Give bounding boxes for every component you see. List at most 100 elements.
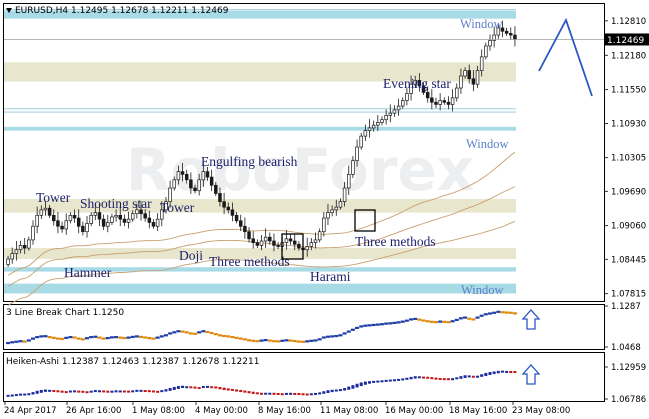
heiken-ashi-bar	[43, 389, 47, 392]
x-axis: 24 Apr 2017 26 Apr 16:00 1 May 08:00 4 May …	[4, 401, 570, 416]
candle	[172, 176, 177, 191]
support-zone	[4, 248, 516, 260]
candle	[176, 165, 181, 185]
heiken-ashi-bar	[322, 391, 326, 394]
line-break-brick	[350, 328, 355, 331]
heiken-ashi-bar	[19, 393, 23, 396]
line-break-brick	[26, 339, 31, 342]
line-break-brick	[429, 320, 434, 323]
candle	[430, 89, 434, 110]
heiken-ashi-bar	[106, 390, 110, 393]
line-break-brick	[147, 336, 152, 340]
candle	[6, 255, 10, 268]
line-break-brick	[425, 320, 430, 323]
x-tick-label: 24 Apr 2017	[4, 406, 57, 416]
heiken-ashi-bar	[434, 377, 438, 380]
line-break-brick	[151, 337, 156, 340]
heiken-ashi-bar	[368, 381, 372, 384]
heiken-ashi-bar	[280, 393, 284, 396]
line-break-brick	[433, 321, 438, 324]
line-break-brick	[288, 339, 293, 342]
candle	[151, 219, 156, 229]
heiken-ashi-bar	[226, 388, 230, 391]
candle	[118, 206, 122, 227]
candle	[384, 109, 388, 125]
candle	[39, 205, 44, 220]
candle	[438, 93, 442, 111]
current-price-label-bg	[605, 33, 649, 46]
heiken-ashi-bar	[151, 390, 155, 393]
line-break-brick	[14, 340, 19, 343]
y-tick-label: 1.10305	[611, 154, 646, 164]
candle	[380, 116, 384, 126]
line-break-brick	[209, 331, 214, 335]
line-break-brick	[475, 316, 480, 319]
line-break-brick	[375, 323, 380, 326]
line-break-brick	[463, 316, 468, 319]
line-break-brick	[487, 312, 492, 315]
candle	[234, 212, 239, 224]
heiken-ashi-bar	[168, 388, 172, 391]
candle	[371, 120, 376, 132]
candle	[351, 156, 355, 179]
candle	[425, 86, 430, 103]
line-break-brick	[363, 324, 368, 327]
candle	[93, 206, 98, 221]
line-break-brick	[60, 337, 65, 341]
support-zone	[4, 198, 516, 213]
line-break-brick	[247, 339, 252, 342]
line-break-brick	[126, 336, 131, 339]
window-label: Window	[461, 283, 504, 297]
heiken-ashi-bar	[343, 388, 347, 391]
heiken-ashi-bar	[27, 393, 31, 396]
heiken-ashi-bar	[68, 390, 72, 393]
line-break-brick	[180, 330, 185, 333]
line-break-brick	[201, 330, 206, 333]
candle	[226, 202, 231, 214]
heiken-ashi-bar	[118, 390, 122, 393]
candle	[155, 213, 160, 232]
heiken-ashi-bar	[56, 390, 60, 393]
three-methods-box	[354, 209, 376, 232]
candle	[56, 212, 60, 234]
line-break-brick	[442, 320, 447, 323]
heiken-ashi-bar	[492, 371, 496, 375]
line-break-brick	[72, 336, 77, 339]
line-break-brick	[43, 335, 48, 338]
line-break-brick	[251, 339, 256, 342]
candle	[10, 247, 14, 264]
x-tick-label: 16 May 00:00	[385, 406, 443, 416]
heiken-ashi-bar	[484, 372, 488, 377]
line-break-brick	[392, 321, 397, 324]
candle	[392, 105, 397, 117]
candle	[376, 115, 380, 132]
line-break-brick	[338, 334, 343, 337]
heiken-ashi-bar	[14, 394, 18, 397]
heiken-ashi-bar	[496, 370, 500, 374]
heiken-ashi-bar	[260, 392, 263, 395]
candle	[479, 49, 484, 77]
heiken-ashi-bar	[471, 375, 475, 378]
candle	[484, 42, 488, 60]
heiken-ashi-bar	[384, 379, 388, 382]
heiken-ashi-bar	[10, 394, 14, 397]
line-break-brick	[467, 317, 472, 320]
heiken-ashi-title: Heiken-Ashi 1.12387 1.12463 1.12387 1.12…	[6, 357, 259, 367]
line-break-brick	[296, 340, 301, 343]
pattern-label: Tower	[160, 200, 195, 215]
candle	[471, 70, 476, 92]
line-break-brick	[421, 319, 426, 322]
pattern-label: Harami	[310, 269, 351, 284]
candle	[401, 97, 405, 109]
heiken-ashi-bar	[500, 370, 504, 373]
candle	[85, 216, 89, 238]
dropdown-triangle-icon[interactable]	[6, 8, 12, 13]
candle	[367, 119, 372, 138]
heiken-ashi-bar	[73, 390, 77, 393]
pattern-label: Three methods	[355, 234, 436, 249]
heiken-ashi-bar	[264, 392, 268, 395]
line-break-brick	[168, 332, 173, 335]
pattern-label: Tower	[36, 190, 71, 205]
line-break-brick	[271, 340, 276, 343]
